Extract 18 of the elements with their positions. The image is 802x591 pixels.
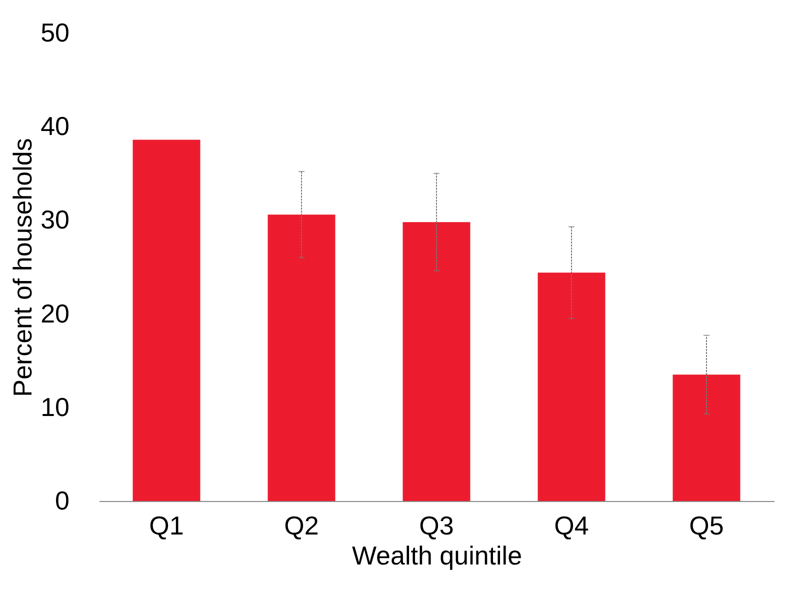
bar	[268, 214, 336, 501]
bar	[672, 374, 740, 501]
y-tick-label: 50	[40, 18, 70, 48]
y-tick-label: 20	[40, 298, 70, 328]
y-tick-label: 10	[40, 392, 70, 422]
x-axis-title: Wealth quintile	[352, 540, 522, 570]
x-tick-label: Q5	[689, 510, 724, 540]
bar	[132, 140, 200, 501]
x-tick-label: Q2	[284, 510, 319, 540]
bar	[538, 272, 606, 501]
x-tick-label: Q3	[419, 510, 454, 540]
y-tick-label: 40	[40, 111, 70, 142]
y-tick-label: 0	[55, 486, 70, 516]
y-tick-label: 30	[40, 204, 70, 235]
y-axis-title: Percent of households	[8, 138, 38, 397]
bar	[402, 222, 470, 501]
x-tick-label: Q1	[149, 510, 184, 540]
x-tick-label: Q4	[554, 510, 589, 540]
